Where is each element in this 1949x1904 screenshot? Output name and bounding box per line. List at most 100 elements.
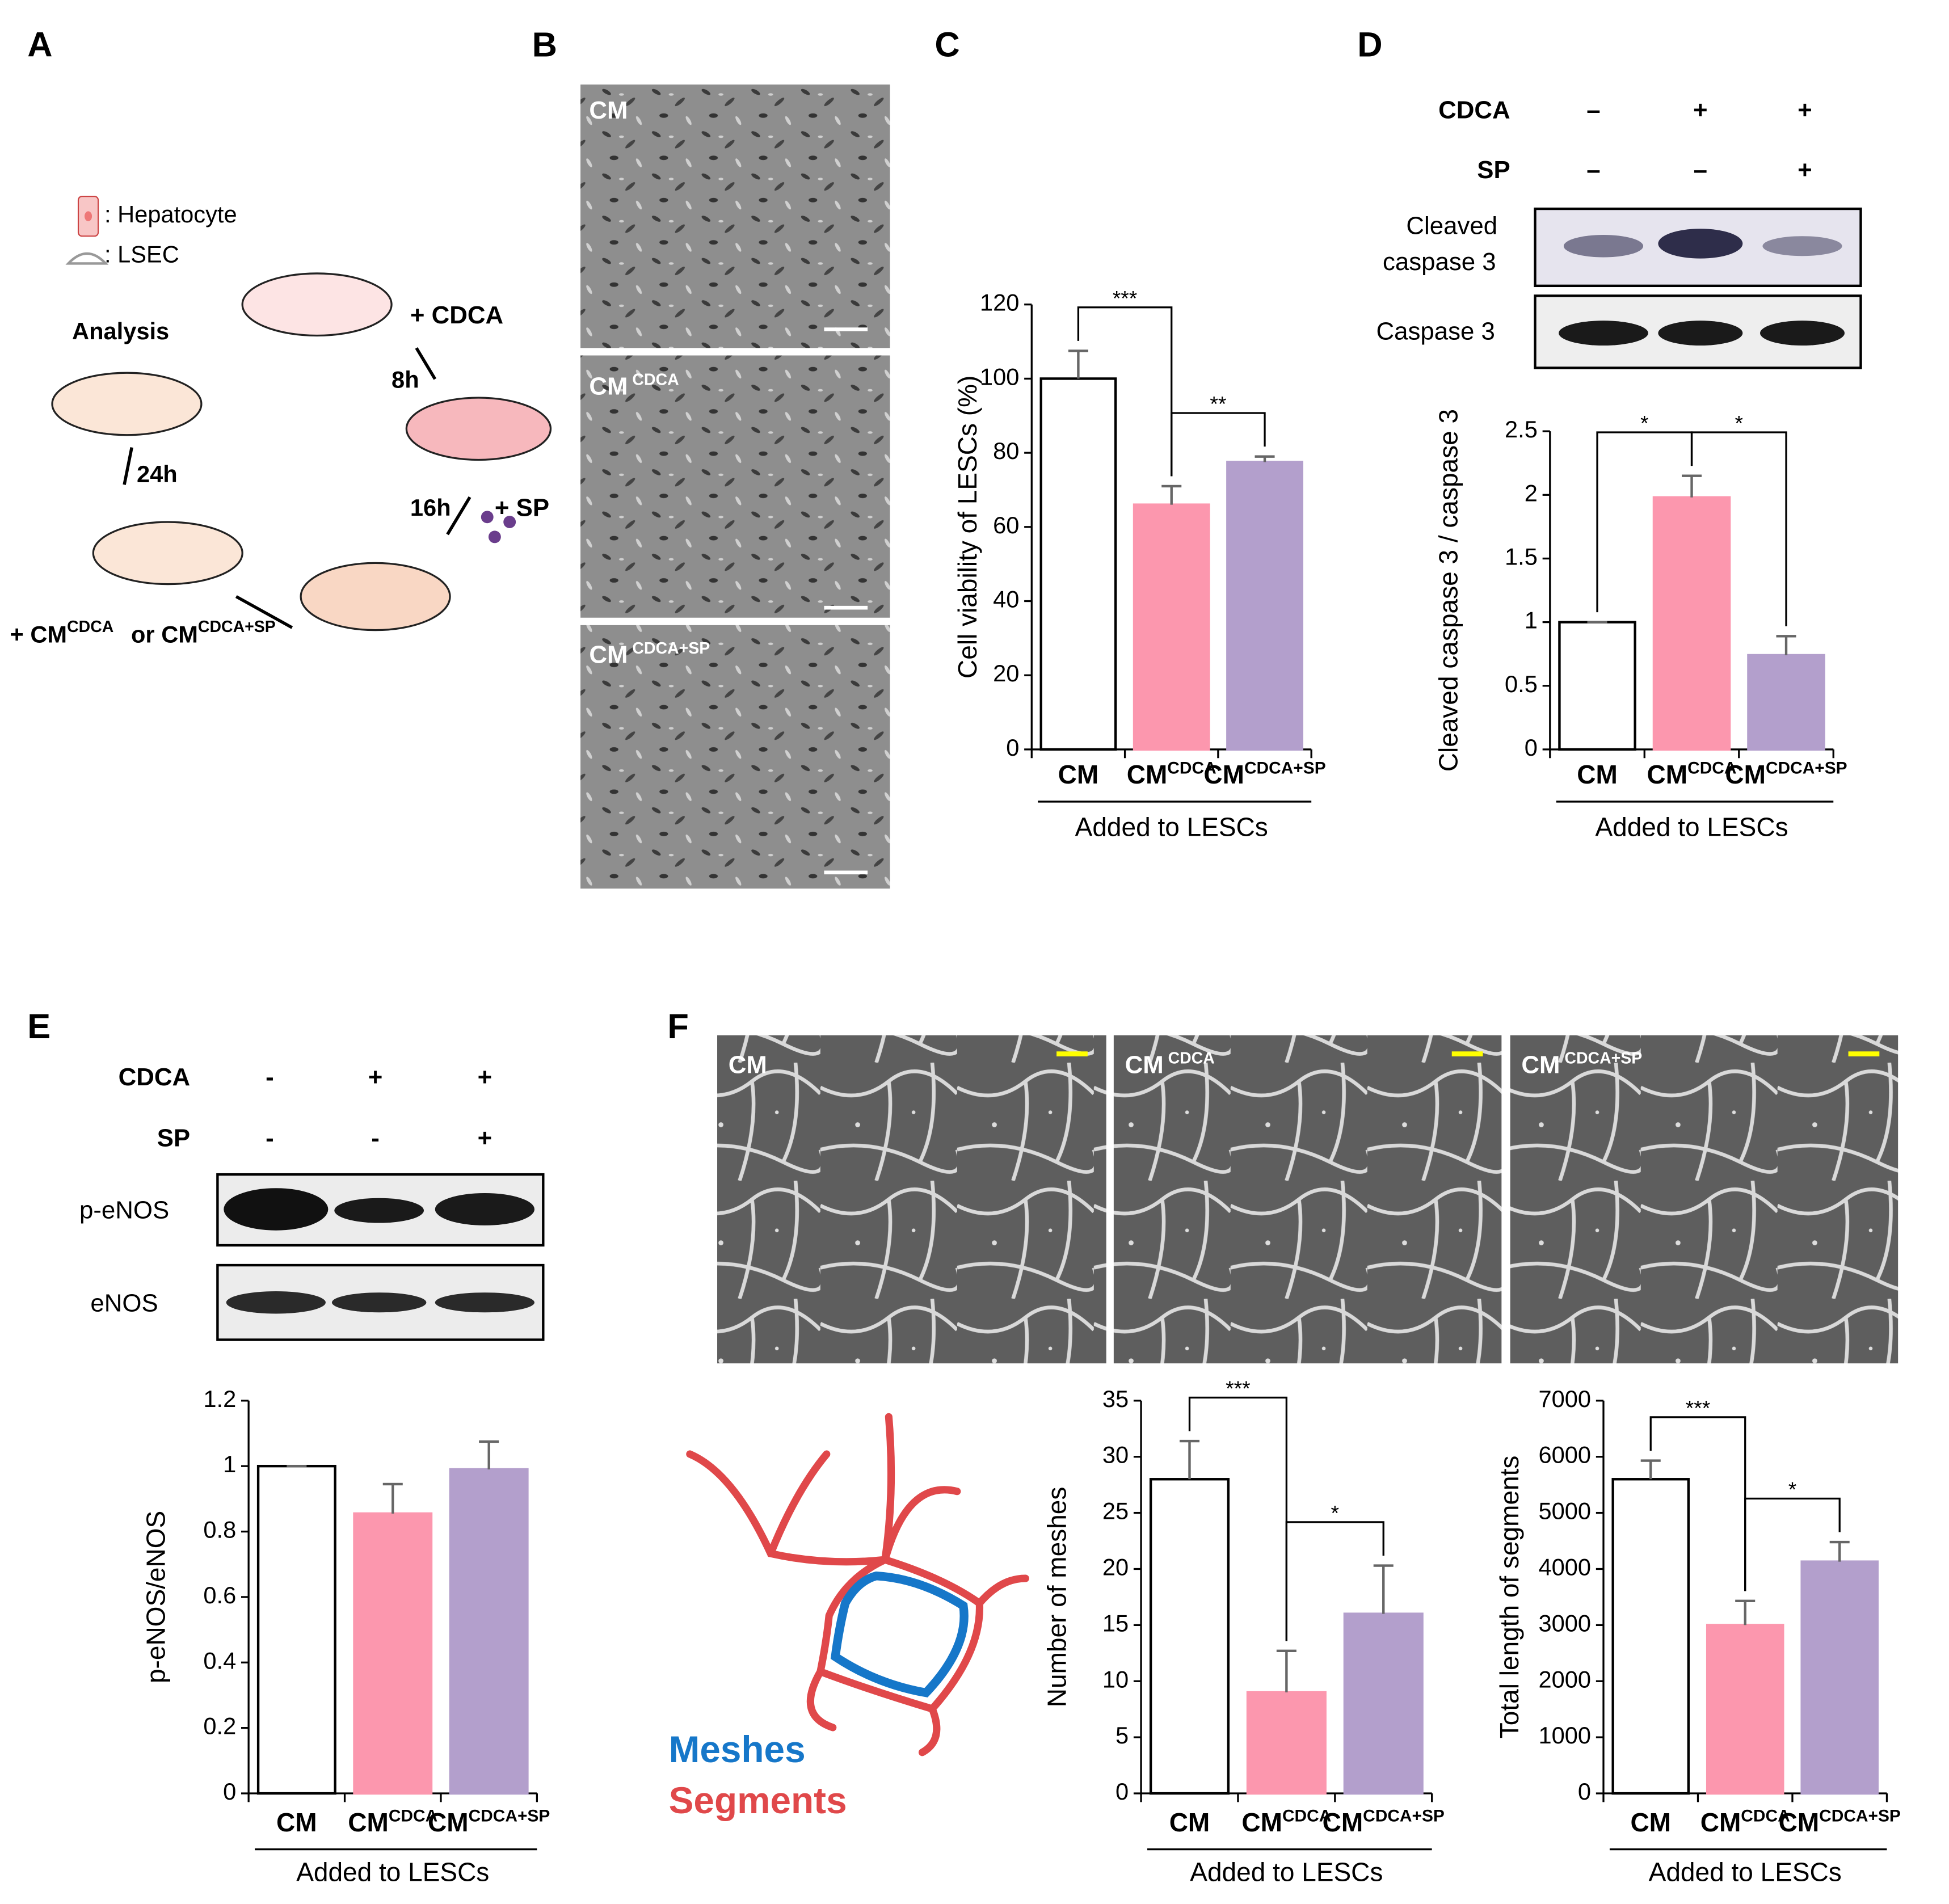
significance-bracket: [1171, 412, 1266, 477]
time-label: 24h: [137, 461, 178, 487]
error-bar: [1068, 349, 1088, 379]
lsec-icon: [65, 252, 109, 265]
y-tick-label: 2000: [1539, 1666, 1592, 1692]
band: [1559, 321, 1648, 346]
x-tick-label: CM: [276, 1808, 317, 1837]
y-axis-label: Number of meshes: [1042, 1487, 1072, 1708]
micrographs: CM CM CDCA CM CDCA+SP: [580, 84, 890, 889]
legend-text: Meshes: [669, 1729, 806, 1770]
y-tick-label: 2.5: [1505, 416, 1538, 443]
sign: –: [1586, 156, 1600, 184]
y-tick-label: 1: [1525, 607, 1538, 634]
bar: [449, 1468, 529, 1795]
y-tick-label: 3000: [1539, 1610, 1592, 1636]
time-label: 16h: [410, 494, 451, 521]
band-label: Caspase 3: [1376, 318, 1495, 346]
band-label: p-eNOS: [79, 1196, 169, 1224]
x-tick-label: CM: [1630, 1808, 1671, 1837]
panel-label: C: [934, 24, 959, 64]
bar: [1652, 496, 1731, 751]
dish: [51, 372, 203, 436]
image-label: CM: [729, 1051, 767, 1079]
x-axis-label: Added to LESCs: [1075, 812, 1268, 841]
time-label: 8h: [392, 367, 419, 393]
sign: +: [368, 1063, 383, 1091]
step-label: + SP: [495, 494, 549, 522]
dish: [241, 272, 393, 337]
y-tick-label: 0: [1006, 734, 1019, 761]
bar: [256, 1464, 336, 1795]
x-tick-label: CMCDCA: [348, 1806, 437, 1837]
text-part: CDCA: [67, 618, 113, 636]
y-axis-label: Total length of segments: [1495, 1456, 1524, 1739]
error-bar: [1776, 635, 1796, 655]
arrows: [123, 347, 472, 629]
sign: -: [266, 1063, 274, 1091]
bar: [1149, 1478, 1230, 1795]
image-label: CM CDCA: [1125, 1049, 1215, 1079]
significance-bracket: [1285, 1521, 1384, 1641]
sign: +: [1693, 96, 1708, 124]
panel-label: B: [532, 24, 557, 64]
treatment-label: + CMCDCA or CMCDCA+SP: [10, 618, 276, 648]
x-tick-label: CMCDCA: [1127, 759, 1216, 790]
sign: -: [266, 1124, 274, 1152]
network-schematic: Meshes Segments: [669, 1413, 1029, 1821]
bar: [1039, 377, 1117, 751]
dish: [92, 521, 243, 585]
error-bar: [1255, 455, 1275, 462]
arrow: [415, 347, 437, 380]
row-label: SP: [1477, 156, 1510, 184]
band: [435, 1292, 534, 1313]
bar: [353, 1512, 433, 1795]
sign: +: [1798, 156, 1812, 184]
legend-text: Segments: [669, 1780, 847, 1821]
x-tick-label: CM: [1058, 760, 1099, 789]
band: [1762, 236, 1842, 256]
y-tick-label: 0: [1578, 1778, 1591, 1805]
step-label: Analysis: [72, 318, 169, 344]
x-axis-label: Added to LESCs: [1190, 1857, 1383, 1887]
y-tick-label: 35: [1102, 1385, 1129, 1412]
image-label: CM CDCA: [589, 370, 679, 400]
y-tick-label: 1.2: [203, 1385, 236, 1412]
band: [226, 1291, 326, 1314]
image-label: CM CDCA+SP: [1521, 1049, 1642, 1079]
band: [1760, 321, 1845, 346]
significance-bracket: [1188, 1396, 1288, 1641]
y-tick-label: 0: [1115, 1778, 1129, 1805]
text-part: CDCA+SP: [198, 618, 276, 636]
x-tick-label: CMCDCA: [1700, 1806, 1790, 1837]
y-tick-label: 0: [1525, 734, 1538, 761]
x-axis-label: Added to LESCs: [1649, 1857, 1842, 1887]
arrow: [235, 595, 293, 629]
dish: [405, 397, 552, 461]
error-bar: [1276, 1649, 1296, 1693]
y-tick-label: 7000: [1539, 1385, 1592, 1412]
sp-dot: [481, 511, 494, 524]
x-tick-label: CMCDCA+SP: [1779, 1806, 1901, 1837]
significance-label: ***: [1686, 1396, 1710, 1420]
x-axis-label: Added to LESCs: [1595, 812, 1788, 841]
significance-label: **: [1210, 392, 1226, 416]
y-tick-label: 25: [1102, 1498, 1129, 1524]
band: [334, 1198, 424, 1223]
x-tick-label: CM: [1169, 1808, 1210, 1837]
y-axis-label: p-eNOS/eNOS: [141, 1511, 170, 1683]
sign: -: [371, 1124, 380, 1152]
y-tick-label: 1: [223, 1451, 236, 1477]
y-tick-label: 15: [1102, 1610, 1129, 1636]
tube-image: [1510, 1035, 1899, 1364]
y-tick-label: 0.2: [203, 1713, 236, 1739]
text-part: or CM: [131, 621, 198, 648]
band: [224, 1188, 329, 1231]
band-label: caspase 3: [1383, 248, 1496, 276]
panel-label: A: [27, 24, 52, 64]
y-tick-label: 100: [980, 363, 1019, 390]
panel-labels: A B C D E F: [27, 24, 1382, 1046]
band: [435, 1193, 534, 1225]
sp-dot: [488, 530, 501, 544]
band: [1658, 229, 1743, 259]
y-tick-label: 0: [223, 1778, 236, 1805]
